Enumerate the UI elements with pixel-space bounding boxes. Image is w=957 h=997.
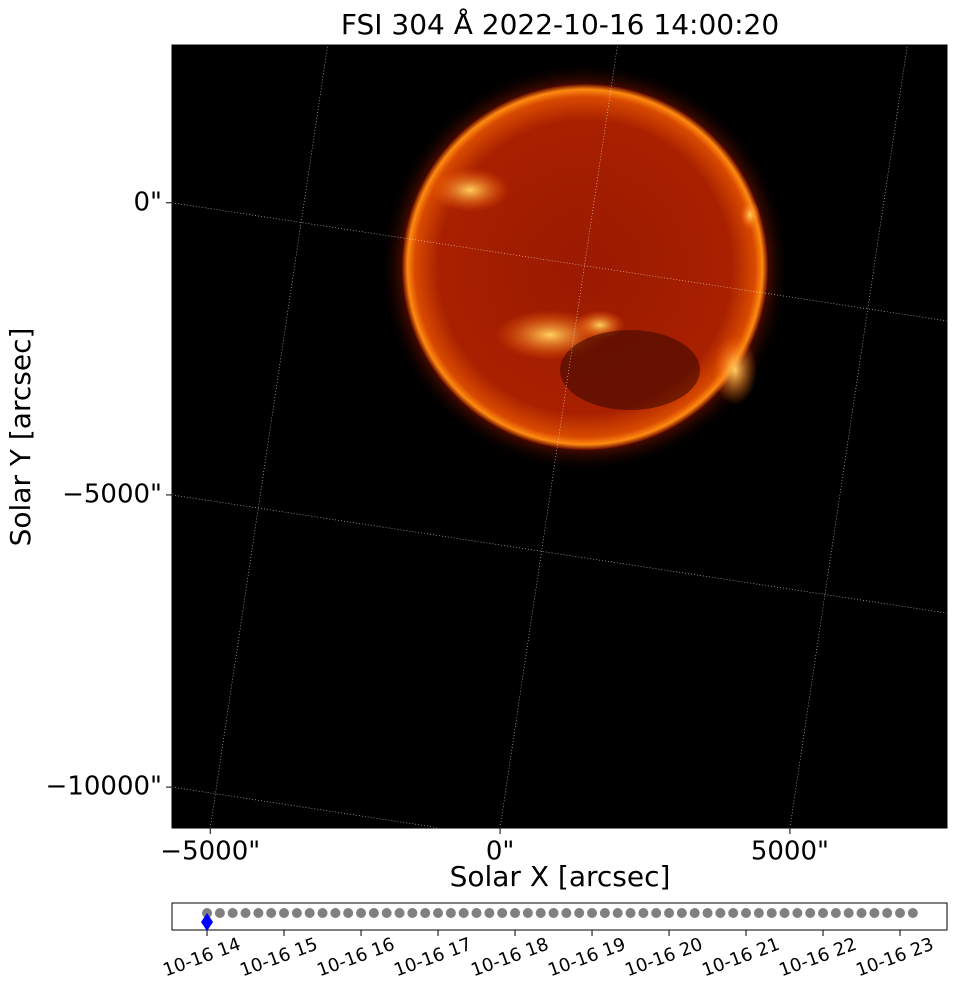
x-tick-label: 10-16 19 <box>545 934 628 981</box>
x-tick-label: 5000" <box>751 837 829 867</box>
time-point <box>330 908 341 918</box>
image <box>172 45 947 828</box>
time-point <box>869 908 880 918</box>
limb-bright <box>713 335 757 405</box>
time-point <box>394 908 405 918</box>
time-point <box>612 908 623 918</box>
dark-region <box>560 330 700 410</box>
time-point <box>702 908 713 918</box>
time-point <box>741 908 752 918</box>
time-point <box>574 908 585 918</box>
time-point <box>227 908 238 918</box>
time-point <box>676 908 687 918</box>
time-point <box>907 908 918 918</box>
time-point <box>830 908 841 918</box>
time-point <box>599 908 610 918</box>
time-point <box>664 908 675 918</box>
chart-title: FSI 304 Å 2022-10-16 14:00:20 <box>341 7 779 41</box>
x-tick-label: −5000" <box>160 837 260 867</box>
time-point <box>253 908 264 918</box>
time-point <box>689 908 700 918</box>
x-tick-label: 10-16 18 <box>468 934 551 981</box>
time-point <box>420 908 431 918</box>
time-point <box>214 908 225 918</box>
y-axis-label: Solar Y [arcsec] <box>4 328 37 547</box>
time-point <box>458 908 469 918</box>
time-point <box>471 908 482 918</box>
time-point <box>279 908 290 918</box>
x-tick-label: 10-16 21 <box>699 934 782 981</box>
time-point <box>381 908 392 918</box>
time-point <box>291 908 302 918</box>
time-point <box>445 908 456 918</box>
x-tick-label: 10-16 15 <box>237 934 320 981</box>
selected-point <box>201 913 214 931</box>
time-point <box>343 908 354 918</box>
x-tick-label: 10-16 14 <box>160 934 243 981</box>
time-point <box>548 908 559 918</box>
time-point <box>587 908 598 918</box>
time-point <box>792 908 803 918</box>
x-tick-label: 0" <box>486 837 515 867</box>
time-point <box>856 908 867 918</box>
time-point <box>407 908 418 918</box>
time-point <box>651 908 662 918</box>
time-point <box>240 908 251 918</box>
time-point <box>304 908 315 918</box>
time-point <box>561 908 572 918</box>
time-point <box>818 908 829 918</box>
y-tick-label: −5000" <box>62 479 162 509</box>
time-point <box>317 908 328 918</box>
time-point <box>753 908 764 918</box>
time-point <box>510 908 521 918</box>
x-tick-label: 10-16 16 <box>314 934 397 981</box>
time-point <box>766 908 777 918</box>
x-tick-label: 10-16 23 <box>853 934 936 981</box>
time-point <box>356 908 367 918</box>
time-point <box>779 908 790 918</box>
time-point <box>522 908 533 918</box>
timeline-frame <box>171 902 948 931</box>
time-point <box>625 908 636 918</box>
time-point <box>484 908 495 918</box>
time-point <box>882 908 893 918</box>
time-point <box>895 908 906 918</box>
y-tick-label: 0" <box>133 187 162 217</box>
x-tick-label: 10-16 20 <box>622 934 705 981</box>
x-tick-label: 10-16 22 <box>776 934 859 981</box>
time-point <box>266 908 277 918</box>
time-point <box>368 908 379 918</box>
time-point <box>638 908 649 918</box>
time-point <box>497 908 508 918</box>
time-point <box>433 908 444 918</box>
time-point <box>535 908 546 918</box>
time-point <box>843 908 854 918</box>
y-tick-label: −10000" <box>46 772 162 802</box>
time-point <box>805 908 816 918</box>
active-region <box>430 168 510 212</box>
x-tick-label: 10-16 17 <box>391 934 474 981</box>
x-axis-label: Solar X [arcsec] <box>450 860 671 893</box>
time-point <box>728 908 739 918</box>
time-point <box>715 908 726 918</box>
axes-frame <box>171 44 948 829</box>
limb-bright <box>740 200 760 230</box>
